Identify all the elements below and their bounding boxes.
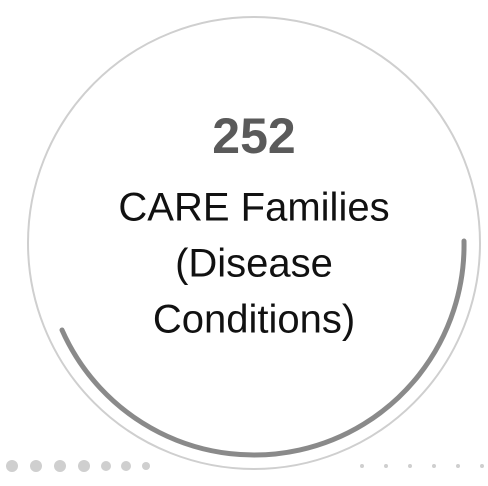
dots-left: [6, 460, 150, 472]
accent-arc: [59, 238, 467, 458]
dot: [121, 461, 131, 471]
dot: [54, 460, 66, 472]
stat-label-line: CARE Families: [118, 186, 389, 230]
dot: [6, 460, 18, 472]
dot: [30, 460, 42, 472]
dot: [384, 464, 388, 468]
dot: [142, 462, 150, 470]
outer-ring: [27, 16, 481, 470]
dot: [456, 464, 460, 468]
dot: [360, 464, 364, 468]
stat-value: 252: [212, 108, 295, 164]
dot: [408, 464, 412, 468]
dots-right: [360, 464, 484, 468]
stat-label-line: (Disease: [175, 242, 333, 286]
dot: [432, 464, 436, 468]
stat-label-line: Conditions): [153, 298, 355, 342]
dot: [78, 460, 90, 472]
dot: [480, 464, 484, 468]
dot: [101, 461, 111, 471]
